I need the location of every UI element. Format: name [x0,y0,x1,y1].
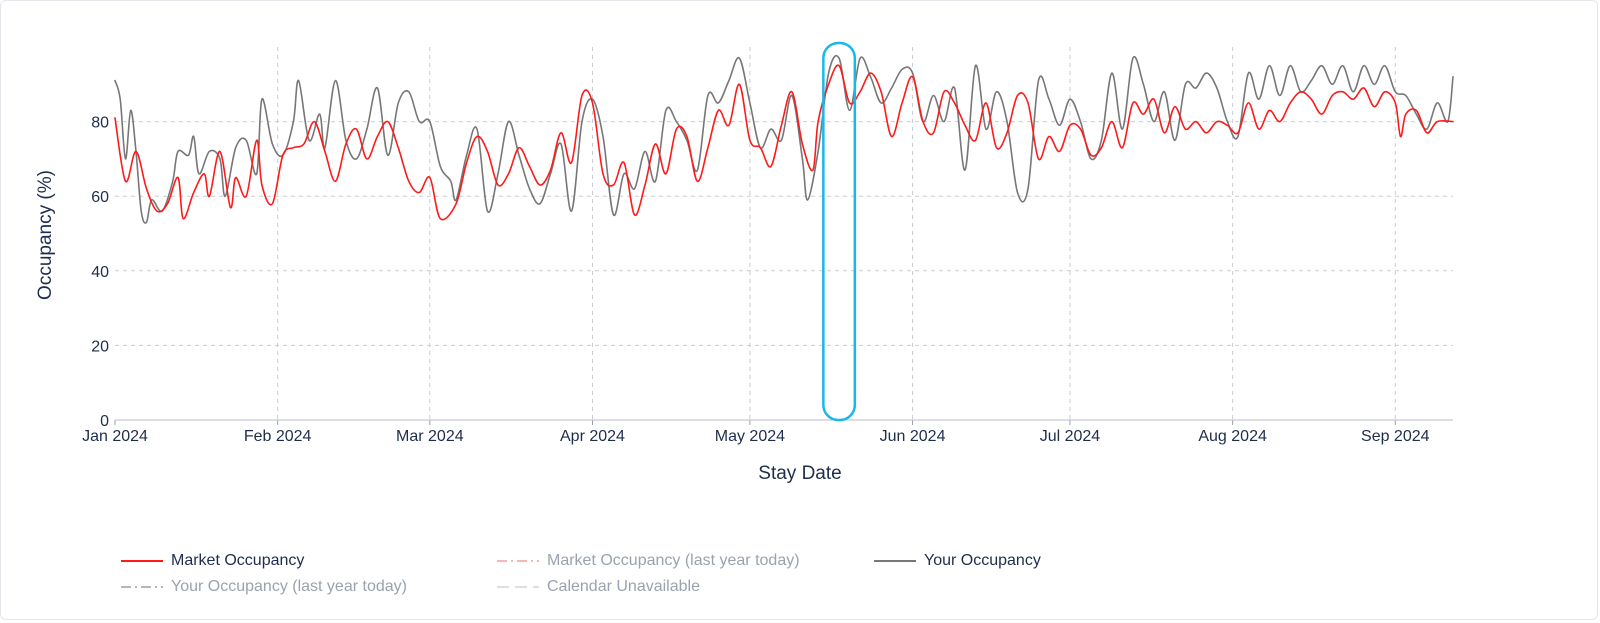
x-tick-label: Aug 2024 [1198,428,1267,445]
x-tick-label: Jun 2024 [880,428,946,445]
y-tick-label: 20 [91,338,109,355]
legend-swatch [121,586,163,588]
legend-item-your-occupancy[interactable]: Your Occupancy [874,549,1041,573]
legend-item-market-occupancy-last-year[interactable]: Market Occupancy (last year today) [497,549,800,573]
legend-label: Market Occupancy (last year today) [547,552,800,569]
legend-swatch [121,560,163,562]
grid-lines [115,47,1453,420]
x-tick-label: Jul 2024 [1040,428,1101,445]
highlight-layer [822,41,857,422]
chart-legend: Market Occupancy Market Occupancy (last … [121,549,1221,609]
legend-item-your-occupancy-last-year[interactable]: Your Occupancy (last year today) [121,575,407,599]
x-tick-label: May 2024 [715,428,785,445]
y-tick-label: 80 [91,115,109,132]
x-tick-label: Apr 2024 [560,428,625,445]
legend-swatch [874,560,916,562]
legend-label: Your Occupancy (last year today) [171,578,407,595]
legend-label: Market Occupancy [171,552,305,569]
x-tick-label: Feb 2024 [244,428,312,445]
legend-label: Your Occupancy [924,552,1041,569]
axes: 0 20 40 60 80 Jan 2024 Feb 2024 Mar 2024 Apr 202… [82,115,1453,445]
legend-label: Calendar Unavailable [547,578,700,595]
legend-swatch [497,586,539,588]
legend-swatch [497,560,539,562]
series-lines [114,54,1454,224]
x-axis-title: Stay Date [758,463,841,484]
your-occupancy-line [114,54,1454,224]
market-occupancy-line [114,64,1454,221]
legend-item-market-occupancy[interactable]: Market Occupancy [121,549,304,573]
y-tick-label: 60 [91,189,109,206]
x-tick-label: Sep 2024 [1361,428,1430,445]
legend-item-calendar-unavailable[interactable]: Calendar Unavailable [497,575,700,599]
x-tick-label: Jan 2024 [82,428,148,445]
y-tick-label: 0 [100,413,109,430]
x-tick-label: Mar 2024 [396,428,464,445]
y-axis-title: Occupancy (%) [35,170,56,300]
y-tick-label: 40 [91,264,109,281]
highlight-capsule [822,41,857,422]
